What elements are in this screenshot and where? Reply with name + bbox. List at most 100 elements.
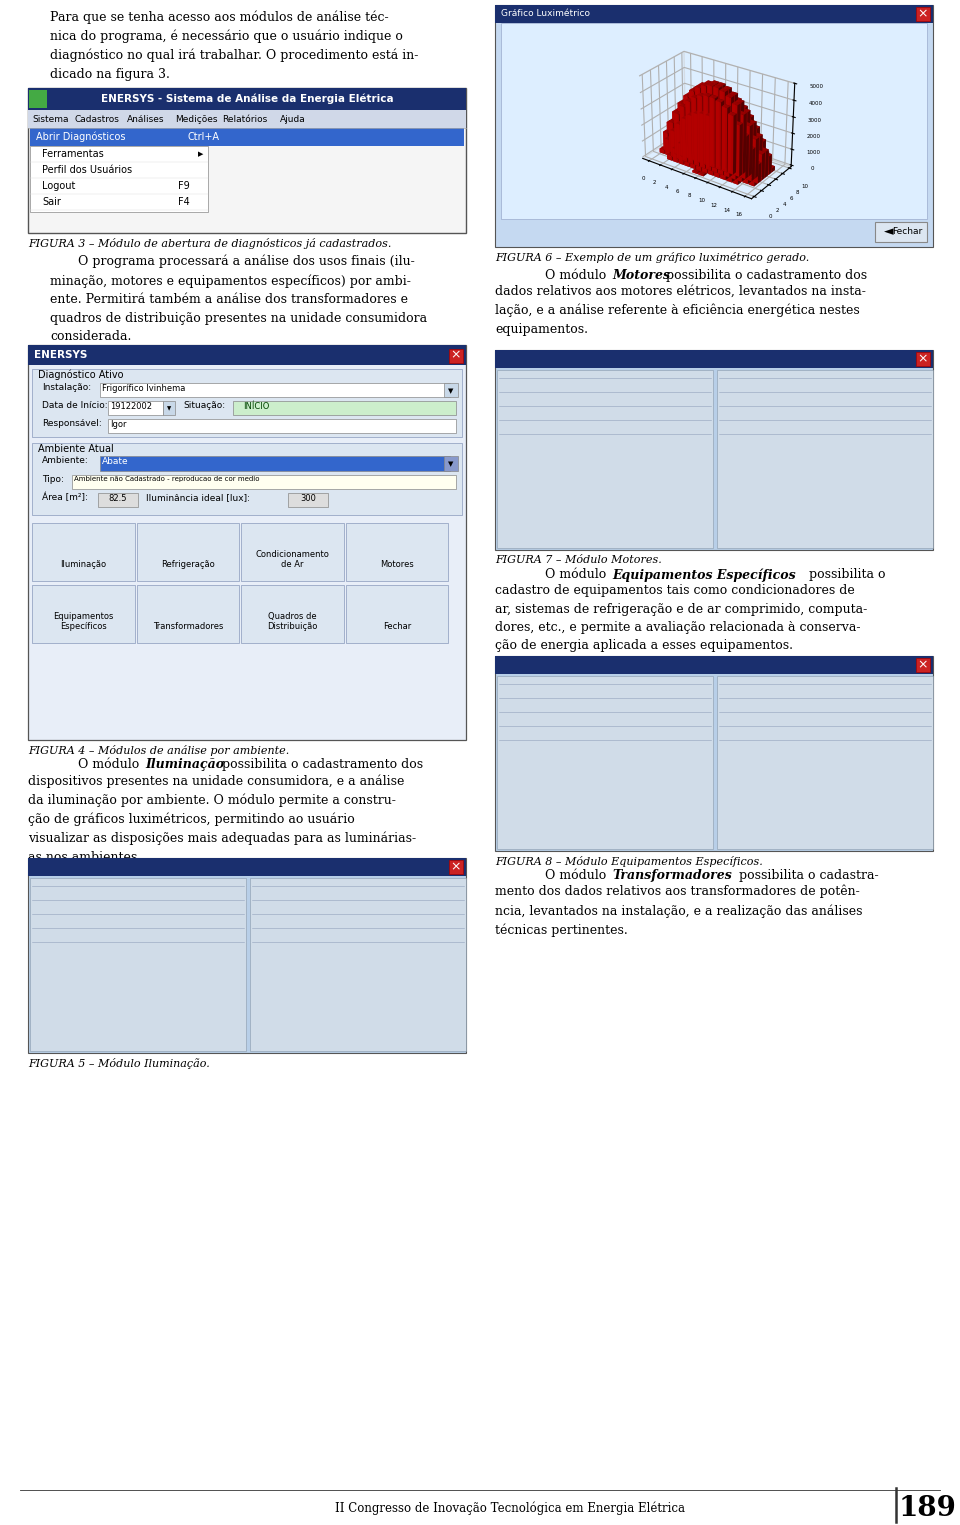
Text: Fechar: Fechar [383, 622, 411, 631]
Text: O módulo: O módulo [50, 758, 143, 772]
Text: dados relativos aos motores elétricos, levantados na insta-
lação, e a análise r: dados relativos aos motores elétricos, l… [495, 285, 866, 336]
Text: Igor: Igor [110, 419, 127, 429]
Text: Relatórios: Relatórios [223, 114, 268, 124]
Bar [30, 146, 208, 212]
Text: mento dos dados relativos aos transformadores de potên-
ncia, levantados na inst: mento dos dados relativos aos transforma… [495, 884, 862, 936]
Bar [241, 523, 344, 581]
Text: Data de Início:: Data de Início: [42, 401, 108, 410]
Text: Frigorífico Ivinhema: Frigorífico Ivinhema [102, 384, 185, 393]
Text: Abrir Diagnósticos: Abrir Diagnósticos [36, 131, 126, 142]
Bar [28, 88, 466, 233]
Bar [501, 23, 927, 220]
Bar [28, 88, 466, 110]
Bar [136, 523, 239, 581]
Text: Situação:: Situação: [183, 401, 226, 410]
Text: FIGURA 6 – Exemplo de um gráfico luximétrico gerado.: FIGURA 6 – Exemplo de um gráfico luximét… [495, 252, 809, 262]
Text: ▼: ▼ [167, 407, 171, 412]
Text: ENERSYS: ENERSYS [34, 351, 87, 360]
Text: possibilita o cadastramento dos: possibilita o cadastramento dos [662, 268, 867, 282]
Text: ×: × [918, 352, 928, 366]
Text: Ambiente:: Ambiente: [42, 456, 88, 465]
Text: cadastro de equipamentos tais como condicionadores de
ar, sistemas de refrigeraç: cadastro de equipamentos tais como condi… [495, 584, 867, 653]
Text: Transformadores: Transformadores [612, 869, 732, 881]
Text: Iluminação: Iluminação [145, 758, 224, 772]
Text: possibilita o: possibilita o [805, 567, 885, 581]
Bar [495, 656, 933, 674]
Bar [28, 859, 466, 875]
Text: Iluminação: Iluminação [60, 560, 107, 569]
Text: Área [m²]:: Área [m²]: [42, 493, 88, 502]
Text: O programa processará a análise dos usos finais (ilu-
minação, motores e equipam: O programa processará a análise dos usos… [50, 255, 427, 343]
Text: ×: × [451, 349, 461, 361]
Bar [497, 371, 713, 547]
Bar [495, 5, 933, 247]
Bar [449, 349, 463, 363]
Text: Ajuda: Ajuda [280, 114, 306, 124]
Bar [100, 456, 450, 471]
Text: FIGURA 3 – Módulo de abertura de diagnósticos já cadastrados.: FIGURA 3 – Módulo de abertura de diagnós… [28, 238, 392, 249]
Bar [233, 401, 456, 415]
Bar [32, 369, 462, 438]
Bar [444, 383, 458, 396]
Bar [32, 442, 462, 515]
Bar [108, 419, 456, 433]
Text: dispositivos presentes na unidade consumidora, e a análise
da iluminação por amb: dispositivos presentes na unidade consum… [28, 775, 416, 863]
Text: Refrigeração: Refrigeração [161, 560, 215, 569]
Text: Gráfico Luximétrico: Gráfico Luximétrico [501, 9, 590, 18]
Text: O módulo: O módulo [517, 869, 611, 881]
Bar [717, 676, 933, 849]
Text: Condicionamento
de Ar: Condicionamento de Ar [255, 549, 329, 569]
Text: Iluminância ideal [lux]:: Iluminância ideal [lux]: [146, 493, 250, 502]
Text: Ambiente não Cadastrado - reproducao de cor medio: Ambiente não Cadastrado - reproducao de … [74, 476, 259, 482]
Text: F4: F4 [178, 197, 190, 207]
Bar [346, 523, 448, 581]
Text: Sair: Sair [42, 197, 60, 207]
Text: ×: × [918, 8, 928, 20]
Text: FIGURA 5 – Módulo Iluminação.: FIGURA 5 – Módulo Iluminação. [28, 1058, 209, 1069]
Text: Fechar: Fechar [892, 227, 923, 236]
Bar [28, 345, 466, 364]
Text: Para que se tenha acesso aos módulos de análise téc-
nica do programa, é necessá: Para que se tenha acesso aos módulos de … [50, 11, 419, 81]
Bar [28, 110, 466, 128]
Text: INÍCIO: INÍCIO [243, 403, 270, 412]
Bar [100, 383, 450, 396]
Text: Ambiente Atual: Ambiente Atual [38, 444, 113, 454]
Text: Perfil dos Usuários: Perfil dos Usuários [42, 165, 132, 175]
Text: Tipo:: Tipo: [42, 474, 64, 483]
Bar [32, 586, 134, 644]
Text: Motores: Motores [380, 560, 414, 569]
Text: Responsável:: Responsável: [42, 419, 102, 429]
Text: ◄: ◄ [884, 226, 894, 238]
Text: Sistema: Sistema [32, 114, 68, 124]
Text: 82.5: 82.5 [108, 494, 128, 503]
Bar [30, 128, 464, 146]
Text: Abate: Abate [102, 458, 129, 467]
Bar [250, 878, 466, 1051]
Text: 189: 189 [900, 1494, 957, 1522]
Bar [136, 586, 239, 644]
Bar [916, 657, 930, 673]
Bar [495, 656, 933, 851]
Text: ×: × [918, 659, 928, 671]
Text: Motores: Motores [612, 268, 670, 282]
Bar [717, 371, 933, 547]
Text: Logout: Logout [42, 181, 76, 191]
Text: Gráfico Luximétrico: Gráfico Luximétrico [649, 41, 779, 53]
Text: possibilita o cadastramento dos: possibilita o cadastramento dos [218, 758, 423, 772]
Text: possibilita o cadastra-: possibilita o cadastra- [735, 869, 878, 881]
Bar [29, 90, 47, 108]
Text: O módulo: O módulo [517, 268, 611, 282]
Bar [875, 223, 927, 242]
Text: ▼: ▼ [448, 461, 454, 467]
Bar [495, 351, 933, 551]
Text: FIGURA 4 – Módulos de análise por ambiente.: FIGURA 4 – Módulos de análise por ambien… [28, 746, 289, 756]
Text: ▶: ▶ [198, 151, 204, 157]
Text: Diagnóstico Ativo: Diagnóstico Ativo [38, 371, 124, 381]
Bar [449, 860, 463, 874]
Bar [32, 523, 134, 581]
Bar [30, 878, 246, 1051]
Text: Equipamentos
Específicos: Equipamentos Específicos [53, 612, 113, 631]
Text: FIGURA 7 – Módulo Motores.: FIGURA 7 – Módulo Motores. [495, 555, 661, 564]
Bar [444, 456, 458, 471]
Text: Ctrl+A: Ctrl+A [188, 133, 220, 142]
